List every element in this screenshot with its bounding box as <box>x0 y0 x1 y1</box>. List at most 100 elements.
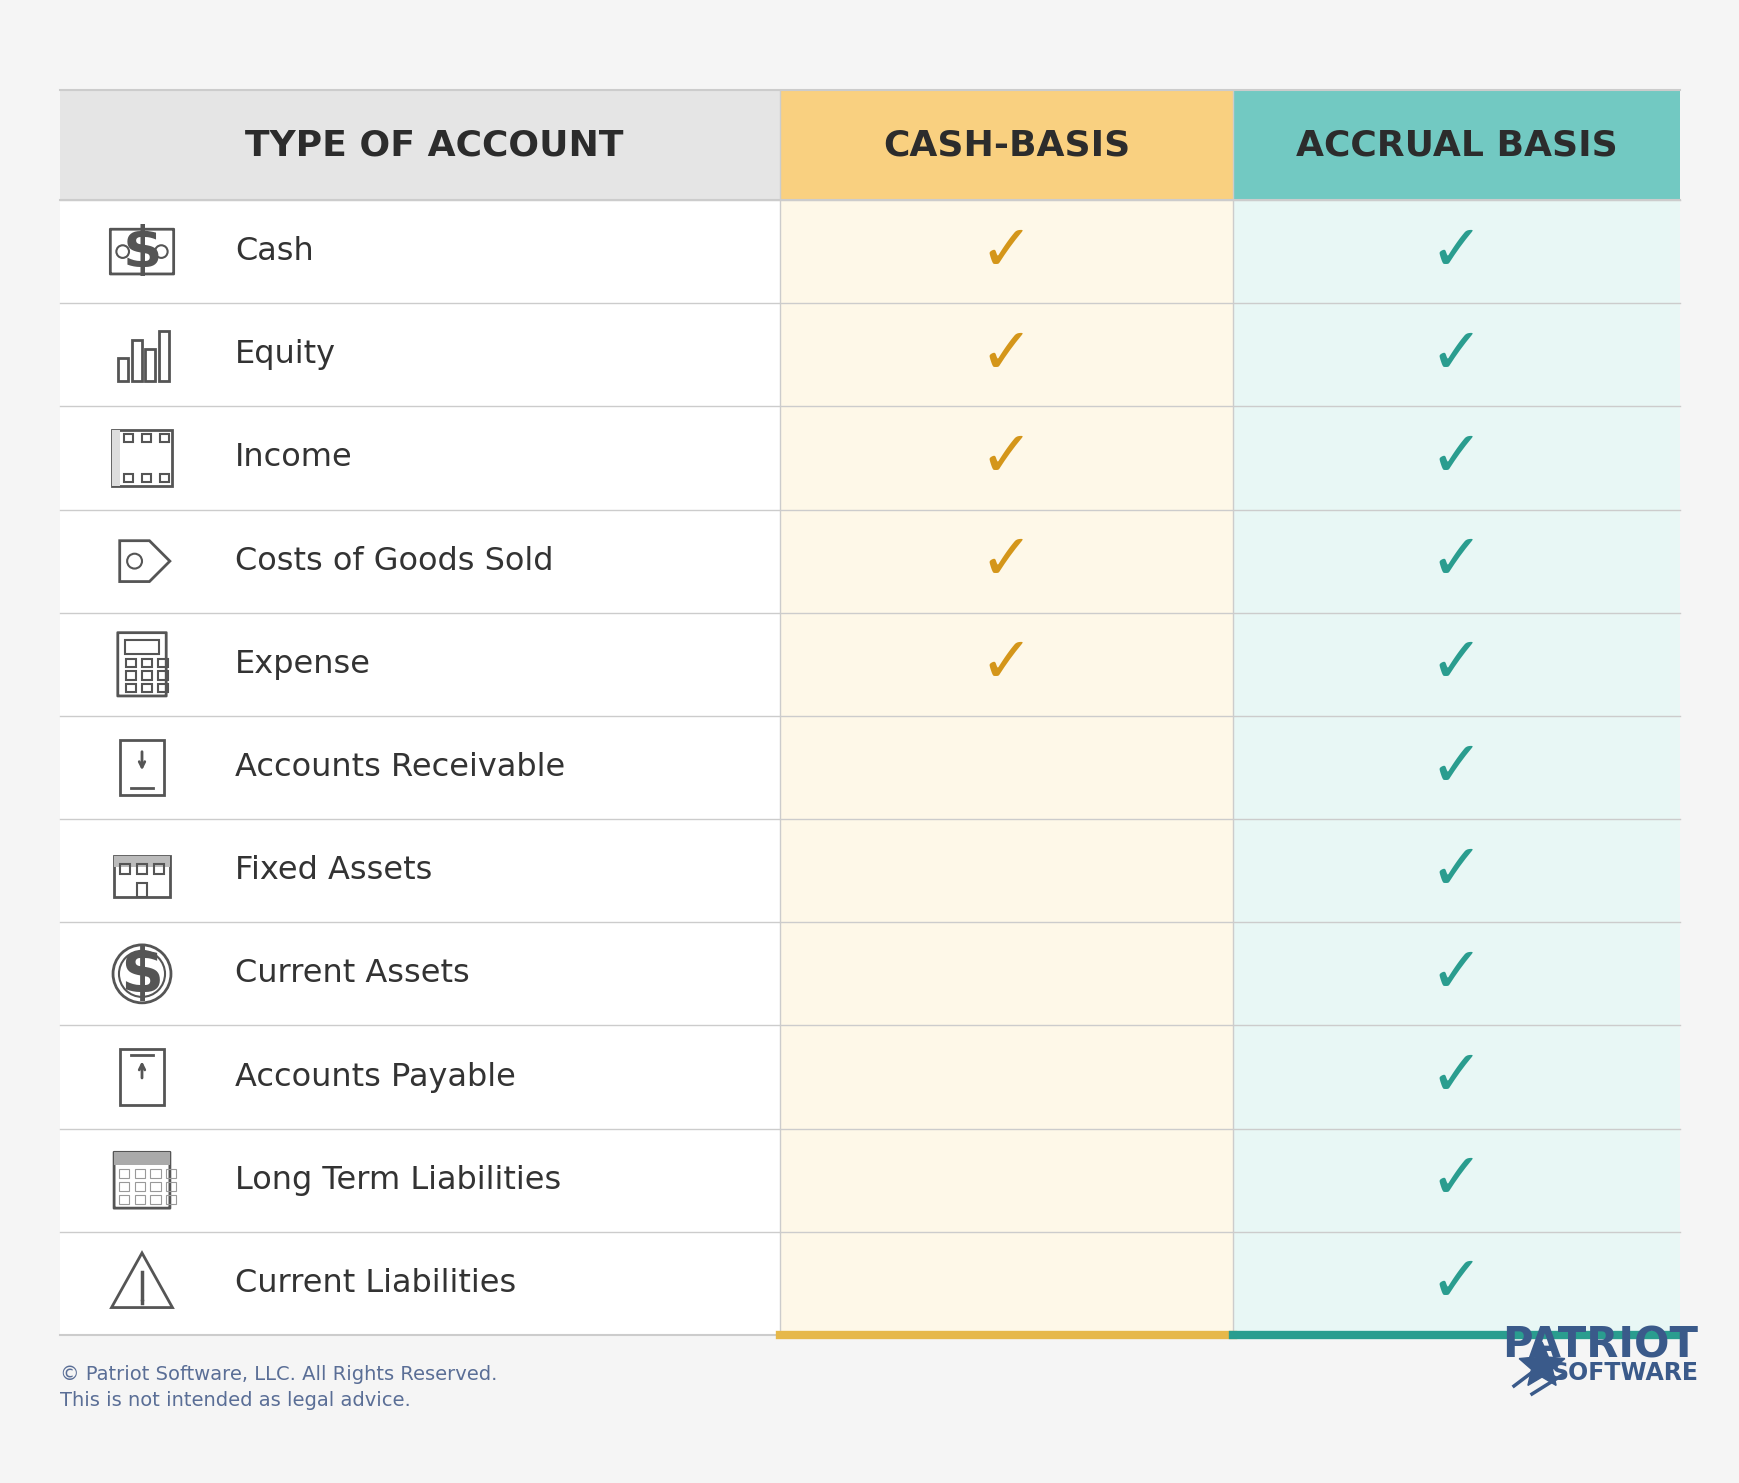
Bar <box>59 200 779 303</box>
Bar <box>160 473 169 482</box>
Bar <box>1233 1025 1680 1129</box>
Bar <box>143 684 151 693</box>
Text: ✓: ✓ <box>979 427 1033 489</box>
Bar <box>160 435 169 442</box>
Bar <box>125 684 136 693</box>
Bar <box>779 819 1233 922</box>
Text: ✓: ✓ <box>979 529 1033 592</box>
Text: CASH-BASIS: CASH-BASIS <box>882 128 1129 162</box>
Bar <box>779 612 1233 716</box>
Bar <box>115 856 170 897</box>
Bar <box>59 303 779 406</box>
Text: ACCRUAL BASIS: ACCRUAL BASIS <box>1296 128 1617 162</box>
Bar <box>59 922 779 1025</box>
Bar <box>59 510 779 612</box>
Bar <box>779 90 1233 200</box>
Bar <box>1233 922 1680 1025</box>
Bar <box>779 406 1233 510</box>
Text: ✓: ✓ <box>1429 737 1482 798</box>
Text: Current Assets: Current Assets <box>235 958 470 989</box>
Text: Expense: Expense <box>235 650 370 679</box>
Bar <box>123 473 134 482</box>
Bar <box>779 716 1233 819</box>
Text: Fixed Assets: Fixed Assets <box>235 856 431 887</box>
Text: ✓: ✓ <box>1429 323 1482 386</box>
Bar <box>165 1195 176 1204</box>
Bar <box>113 430 120 486</box>
Text: ✓: ✓ <box>1429 943 1482 1005</box>
Bar <box>59 90 779 200</box>
Bar <box>158 672 169 679</box>
Bar <box>134 1169 144 1178</box>
Bar <box>146 349 155 381</box>
Bar <box>137 865 148 875</box>
Bar <box>1233 819 1680 922</box>
Text: ✓: ✓ <box>1429 221 1482 283</box>
Bar <box>59 716 779 819</box>
Text: SOFTWARE: SOFTWARE <box>1551 1361 1697 1385</box>
Bar <box>59 612 779 716</box>
Bar <box>125 658 136 667</box>
Bar <box>59 406 779 510</box>
Bar <box>1233 303 1680 406</box>
Bar <box>779 200 1233 303</box>
Text: $: $ <box>120 943 163 1004</box>
Bar <box>59 1129 779 1232</box>
Bar <box>143 435 151 442</box>
Text: Accounts Payable: Accounts Payable <box>235 1062 515 1093</box>
Text: © Patriot Software, LLC. All Rights Reserved.: © Patriot Software, LLC. All Rights Rese… <box>59 1366 497 1385</box>
Bar <box>120 865 130 875</box>
Text: $: $ <box>122 224 162 279</box>
Bar <box>1233 1129 1680 1232</box>
Bar <box>115 856 170 868</box>
Bar <box>120 740 163 795</box>
Bar <box>165 1169 176 1178</box>
Text: ✓: ✓ <box>979 323 1033 386</box>
Bar <box>1233 90 1680 200</box>
Bar <box>137 882 148 897</box>
Bar <box>150 1195 160 1204</box>
Bar <box>158 331 169 381</box>
Bar <box>143 473 151 482</box>
Text: ✓: ✓ <box>979 633 1033 696</box>
Text: ✓: ✓ <box>1429 529 1482 592</box>
Bar <box>158 684 169 693</box>
Text: ✓: ✓ <box>979 221 1033 283</box>
Text: ✓: ✓ <box>1429 633 1482 696</box>
Bar <box>779 1232 1233 1335</box>
Text: Current Liabilities: Current Liabilities <box>235 1268 516 1299</box>
Bar <box>153 865 163 875</box>
Text: ✓: ✓ <box>1429 427 1482 489</box>
Bar <box>125 672 136 679</box>
Text: ✓: ✓ <box>1429 839 1482 902</box>
Bar <box>113 430 172 486</box>
Bar <box>132 340 141 381</box>
Text: Equity: Equity <box>235 340 336 371</box>
Bar <box>59 1025 779 1129</box>
Bar <box>1233 200 1680 303</box>
Bar <box>779 922 1233 1025</box>
Bar <box>120 1048 163 1105</box>
Text: Income: Income <box>235 442 353 473</box>
Bar <box>134 1195 144 1204</box>
Bar <box>779 1025 1233 1129</box>
Text: ✓: ✓ <box>1429 1149 1482 1212</box>
Text: ✓: ✓ <box>1429 1253 1482 1314</box>
Bar <box>150 1182 160 1191</box>
Polygon shape <box>1518 1342 1563 1385</box>
Bar <box>779 303 1233 406</box>
Bar <box>1233 1232 1680 1335</box>
Text: Long Term Liabilities: Long Term Liabilities <box>235 1164 562 1195</box>
Bar <box>1233 406 1680 510</box>
Text: Cash: Cash <box>235 236 313 267</box>
Bar <box>143 672 151 679</box>
Bar <box>118 1195 129 1204</box>
Bar <box>779 510 1233 612</box>
Bar <box>779 1129 1233 1232</box>
Bar <box>118 1182 129 1191</box>
Bar <box>165 1182 176 1191</box>
Text: ✓: ✓ <box>1429 1046 1482 1108</box>
Bar <box>134 1182 144 1191</box>
Text: TYPE OF ACCOUNT: TYPE OF ACCOUNT <box>245 128 623 162</box>
Bar <box>158 658 169 667</box>
